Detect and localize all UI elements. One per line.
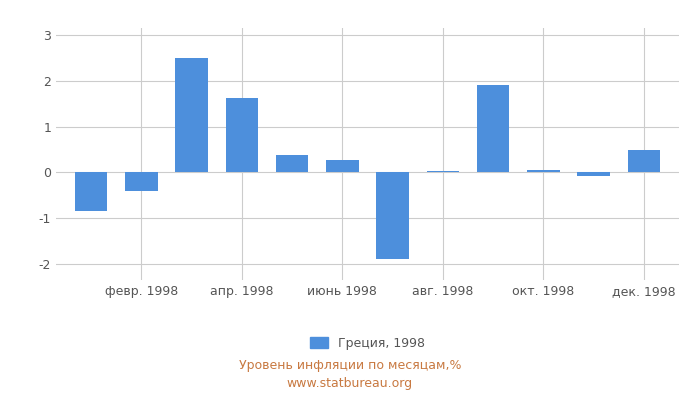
- Text: Уровень инфляции по месяцам,%: Уровень инфляции по месяцам,%: [239, 360, 461, 372]
- Bar: [175, 58, 208, 172]
- Text: www.statbureau.org: www.statbureau.org: [287, 378, 413, 390]
- Legend: Греция, 1998: Греция, 1998: [304, 332, 430, 355]
- Bar: [276, 155, 309, 172]
- Bar: [426, 171, 459, 172]
- Bar: [377, 172, 409, 259]
- Bar: [326, 160, 358, 172]
- Bar: [527, 170, 560, 172]
- Bar: [477, 85, 510, 172]
- Bar: [125, 172, 158, 191]
- Bar: [627, 150, 660, 172]
- Bar: [225, 98, 258, 172]
- Bar: [578, 172, 610, 176]
- Bar: [75, 172, 108, 211]
